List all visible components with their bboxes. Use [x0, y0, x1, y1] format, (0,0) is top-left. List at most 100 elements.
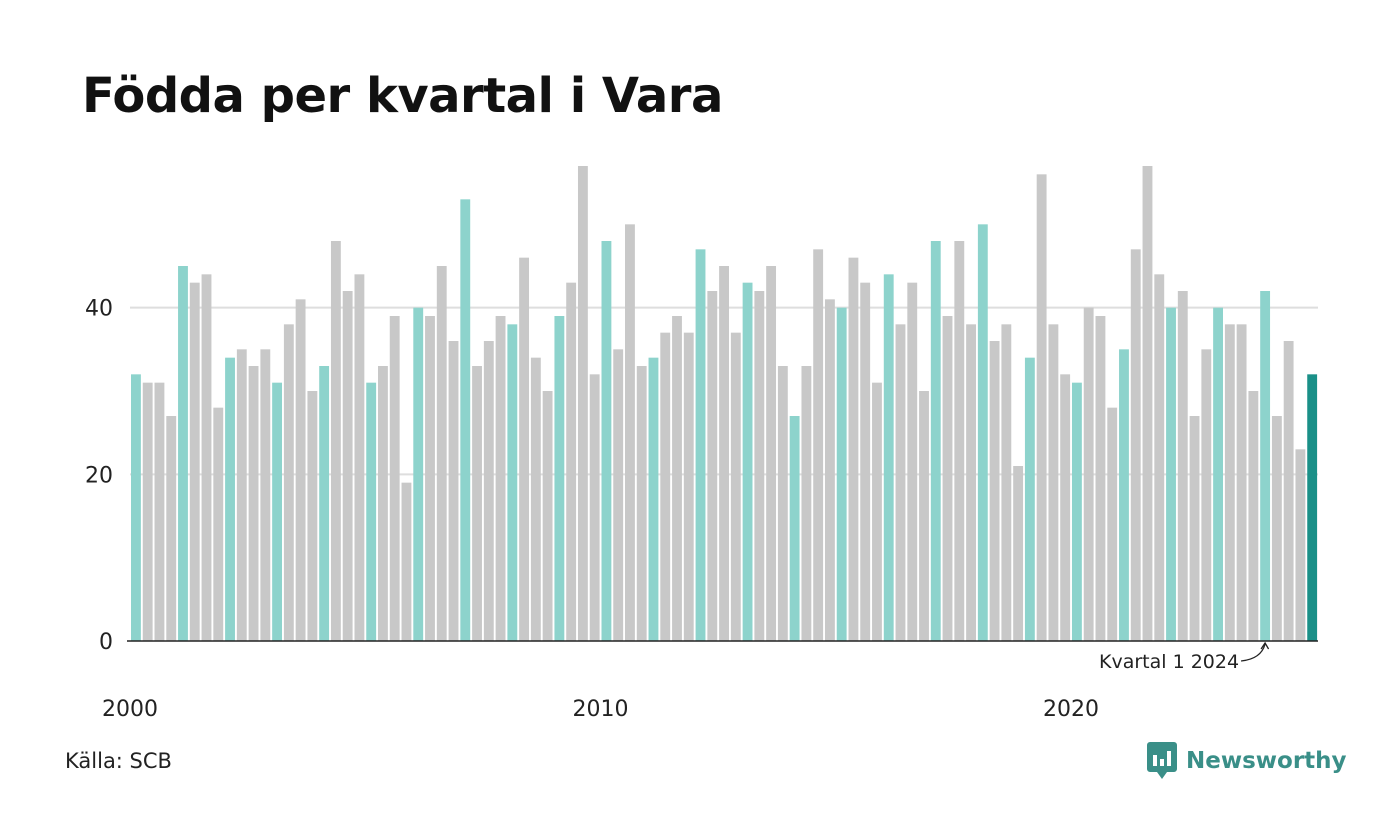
bar [1213, 307, 1223, 641]
bar [330, 241, 341, 641]
bar [742, 282, 753, 641]
bar [1083, 307, 1094, 641]
bar [542, 391, 553, 641]
bar [1177, 291, 1188, 641]
bar [930, 241, 941, 641]
bar [848, 257, 859, 641]
bar [766, 266, 777, 641]
bar [460, 199, 471, 641]
annotation-label: Kvartal 1 2024 [1099, 651, 1239, 673]
bar [860, 282, 871, 641]
bar [577, 166, 588, 641]
bar [307, 391, 318, 641]
bar [354, 274, 365, 641]
bar [1001, 324, 1012, 641]
bar [589, 374, 600, 641]
y-tick-label: 20 [85, 463, 113, 488]
bar [1071, 382, 1082, 641]
bar [142, 382, 153, 641]
bar [483, 341, 494, 641]
bar [166, 416, 177, 641]
bar [272, 382, 283, 641]
annotation: Kvartal 1 2024 [1099, 641, 1270, 673]
bar [1260, 291, 1271, 641]
bar [1283, 341, 1294, 641]
bar [1201, 349, 1212, 641]
bar [730, 332, 741, 641]
bar [236, 349, 247, 641]
axes: 0 20 40 2000 2010 2020 [85, 297, 1318, 722]
bar [954, 241, 965, 641]
bar [683, 332, 694, 641]
bar [366, 382, 377, 641]
bar [601, 241, 612, 641]
bar [1271, 416, 1282, 641]
x-tick-label: 2020 [1043, 697, 1099, 722]
bar [507, 324, 518, 641]
bar [754, 291, 765, 641]
bar [566, 282, 577, 641]
bar [636, 366, 647, 641]
newsworthy-logo-icon [1147, 742, 1177, 779]
bar [1166, 307, 1176, 641]
bar [260, 349, 271, 641]
bar [907, 282, 918, 641]
bar [1142, 166, 1153, 641]
bar [919, 391, 929, 641]
annotation-arrow [1241, 643, 1266, 662]
brand-name: Newsworthy [1186, 748, 1347, 774]
source-note: Källa: SCB [65, 749, 172, 773]
bar [824, 299, 835, 641]
bar [813, 249, 824, 641]
bar [1060, 374, 1071, 641]
bar [872, 382, 882, 641]
bar [789, 416, 800, 641]
bar [1307, 374, 1318, 641]
bar [436, 266, 447, 641]
bar [1024, 357, 1035, 641]
bar [554, 316, 565, 641]
x-tick-label: 2010 [573, 697, 629, 722]
bar [448, 341, 459, 641]
bar [425, 316, 435, 641]
bar [413, 307, 424, 641]
bar [1036, 174, 1047, 641]
bar [777, 366, 788, 641]
bar [495, 316, 506, 641]
bar [895, 324, 906, 641]
bar [401, 482, 412, 641]
bar [519, 257, 530, 641]
bar [801, 366, 812, 641]
bar [1107, 407, 1118, 641]
bar [295, 299, 306, 641]
bar [719, 266, 729, 641]
bar [883, 274, 894, 641]
bar [942, 316, 953, 641]
y-tick-label: 0 [99, 630, 113, 655]
y-tick-label: 40 [85, 297, 113, 322]
bar [131, 374, 141, 641]
bar [695, 249, 706, 641]
newsworthy-brand: Newsworthy [1147, 742, 1347, 780]
bars [131, 166, 1318, 641]
bar [178, 266, 188, 641]
bar [154, 382, 165, 641]
bar [966, 324, 976, 641]
bar [836, 307, 847, 641]
bar [342, 291, 353, 641]
bar [1295, 449, 1306, 641]
bar [378, 366, 388, 641]
bar [660, 332, 671, 641]
bar [613, 349, 624, 641]
bar [1248, 391, 1259, 641]
bar [1154, 274, 1165, 641]
bar [648, 357, 659, 641]
bar [248, 366, 259, 641]
bar [189, 282, 200, 641]
annotation-arrowhead [1260, 641, 1270, 650]
bar [389, 316, 400, 641]
bar [707, 291, 718, 641]
bar [1130, 249, 1141, 641]
bar [1048, 324, 1059, 641]
bar [225, 357, 235, 641]
